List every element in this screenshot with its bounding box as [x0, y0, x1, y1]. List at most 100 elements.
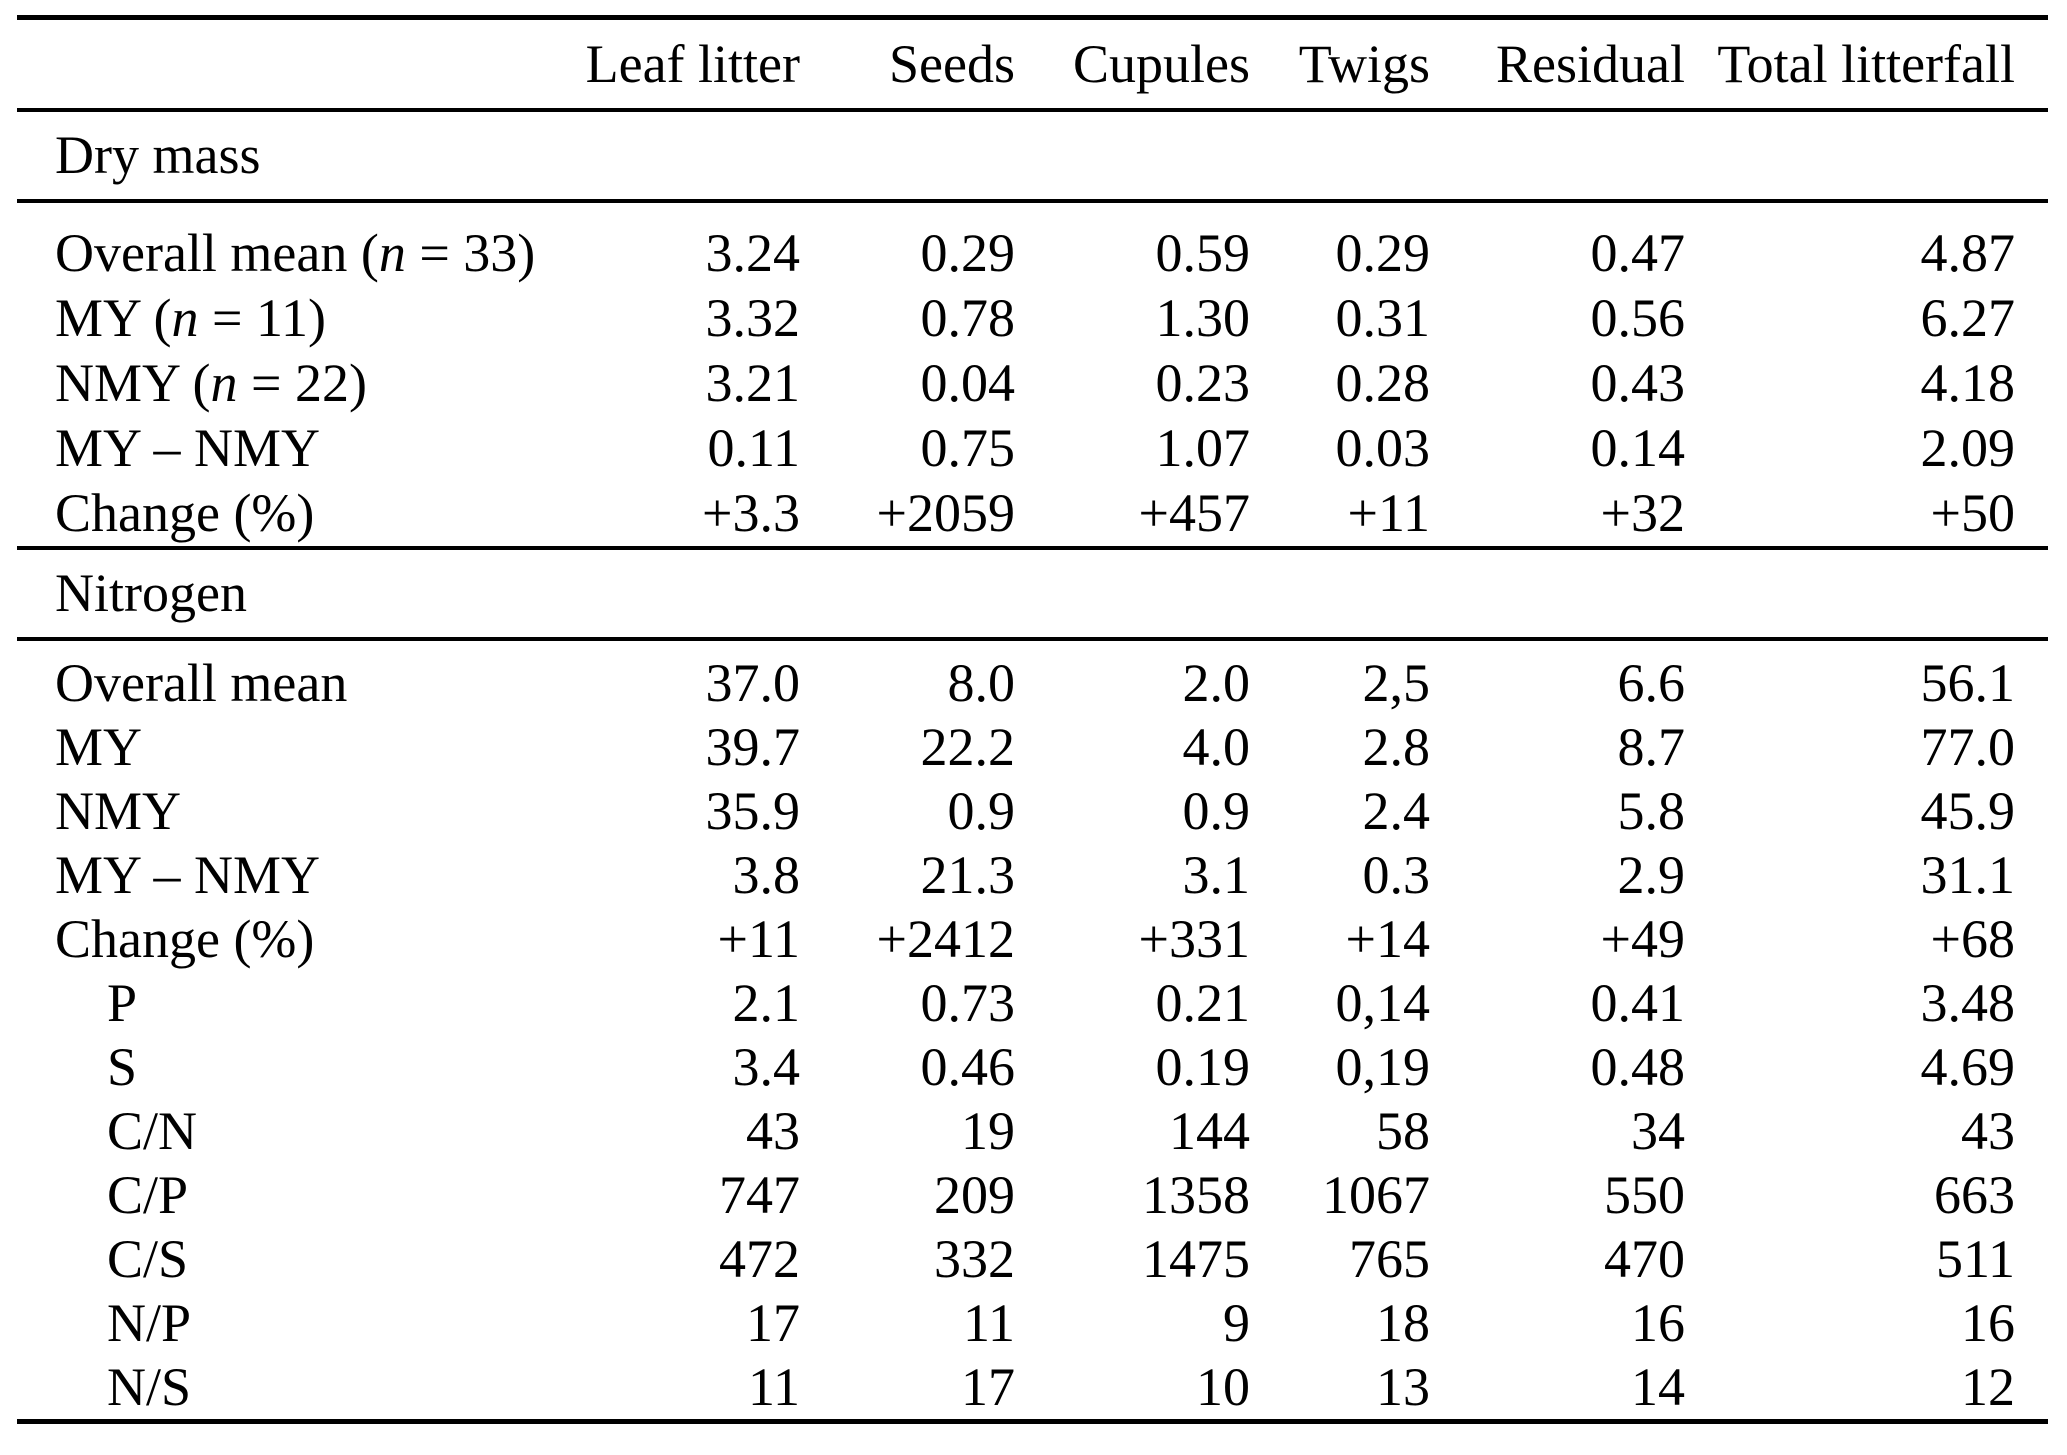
cell-value: 8.0 — [947, 652, 1016, 713]
row-label: C/P — [17, 1163, 560, 1227]
table-row: MY – NMY 3.8 21.3 3.1 0.3 2.9 31.1 — [17, 843, 2048, 907]
row-label: MY (n = 11) — [17, 286, 560, 351]
cell-value: 2.1 — [732, 972, 801, 1033]
cell-value: +2059 — [876, 482, 1015, 543]
cell-value: 2.9 — [1617, 844, 1686, 905]
cell-value: 0.21 — [1155, 972, 1251, 1033]
cell-value: 2.4 — [1362, 780, 1431, 841]
cell-value: 0.46 — [920, 1036, 1016, 1097]
cell-value: 1358 — [1142, 1164, 1250, 1225]
table-row: NMY 35.9 0.9 0.9 2.4 5.8 45.9 — [17, 779, 2048, 843]
cell-value: 5.8 — [1617, 780, 1686, 841]
row-label: N/P — [17, 1291, 560, 1355]
cell-value: 8.7 — [1617, 716, 1686, 777]
cell-value: 10 — [1196, 1356, 1250, 1417]
cell-value: 13 — [1376, 1356, 1430, 1417]
cell-value: 0.43 — [1590, 352, 1686, 413]
section-row: Nitrogen — [17, 547, 2048, 639]
cell-value: 4.69 — [1920, 1036, 2016, 1097]
row-label: NMY — [17, 779, 560, 843]
cell-value: 3.32 — [705, 287, 801, 348]
row-label-part: = 22) — [237, 352, 367, 413]
row-label-part: C/S — [107, 1228, 189, 1289]
section-title: Dry mass — [55, 125, 261, 185]
cell-value: 0,14 — [1335, 972, 1431, 1033]
column-header: Cupules — [1072, 33, 1250, 94]
row-label-part: MY – NMY — [55, 417, 321, 478]
row-label-part: = 33) — [405, 222, 536, 283]
cell-value: 3.48 — [1920, 972, 2016, 1033]
row-label-italic-part: n — [171, 287, 199, 348]
cell-value: 0.29 — [1335, 222, 1431, 283]
row-label: Change (%) — [17, 481, 560, 548]
row-label: MY – NMY — [17, 416, 560, 481]
row-label-part: MY – NMY — [55, 844, 321, 905]
row-label: Overall mean (n = 33) — [17, 201, 560, 286]
cell-value: 0.11 — [707, 417, 801, 478]
cell-value: 3.21 — [705, 352, 801, 413]
cell-value: 0.56 — [1590, 287, 1686, 348]
cell-value: 0.14 — [1590, 417, 1686, 478]
table-row: NMY (n = 22) 3.21 0.04 0.23 0.28 0.43 4.18 — [17, 351, 2048, 416]
table-row: MY – NMY 0.11 0.75 1.07 0.03 0.14 2.09 — [17, 416, 2048, 481]
row-label-part: Overall mean ( — [55, 222, 379, 283]
cell-value: 144 — [1169, 1100, 1250, 1161]
row-label-header — [17, 18, 560, 110]
cell-value: 31.1 — [1920, 844, 2016, 905]
table-row: Change (%) +11 +2412 +331 +14 +49 +68 — [17, 907, 2048, 971]
column-header: Leaf litter — [585, 33, 800, 94]
cell-value: 3.24 — [705, 222, 801, 283]
cell-value: 1475 — [1142, 1228, 1250, 1289]
cell-value: 11 — [748, 1356, 800, 1417]
row-label: Change (%) — [17, 907, 560, 971]
section-row: Dry mass — [17, 109, 2048, 201]
row-label-part: MY ( — [55, 287, 172, 348]
cell-value: 14 — [1631, 1356, 1685, 1417]
row-label-part: Change (%) — [55, 908, 315, 969]
cell-value: 0.3 — [1362, 844, 1431, 905]
cell-value: 0.75 — [920, 417, 1016, 478]
cell-value: 209 — [934, 1164, 1015, 1225]
row-label-part: S — [107, 1036, 138, 1097]
cell-value: 0.29 — [920, 222, 1016, 283]
cell-value: 35.9 — [705, 780, 801, 841]
row-label: C/N — [17, 1099, 560, 1163]
row-label: N/S — [17, 1355, 560, 1422]
cell-value: 39.7 — [705, 716, 801, 777]
row-label-part: N/P — [107, 1292, 192, 1353]
cell-value: 2,5 — [1362, 652, 1431, 713]
cell-value: 58 — [1376, 1100, 1430, 1161]
cell-value: 472 — [719, 1228, 800, 1289]
table-row: MY (n = 11) 3.32 0.78 1.30 0.31 0.56 6.27 — [17, 286, 2048, 351]
cell-value: 43 — [1961, 1100, 2015, 1161]
cell-value: 0.19 — [1155, 1036, 1251, 1097]
row-label-part: N/S — [107, 1356, 192, 1417]
cell-value: 1067 — [1322, 1164, 1430, 1225]
cell-value: 2.8 — [1362, 716, 1431, 777]
table-row: C/N 43 19 144 58 34 43 — [17, 1099, 2048, 1163]
cell-value: +49 — [1600, 908, 1685, 969]
table-row: C/P 747 209 1358 1067 550 663 — [17, 1163, 2048, 1227]
cell-value: 3.4 — [732, 1036, 801, 1097]
cell-value: +11 — [717, 908, 800, 969]
cell-value: 0.73 — [920, 972, 1016, 1033]
row-label: MY — [17, 715, 560, 779]
cell-value: 765 — [1349, 1228, 1430, 1289]
cell-value: 9 — [1223, 1292, 1250, 1353]
cell-value: +457 — [1138, 482, 1250, 543]
cell-value: +2412 — [876, 908, 1015, 969]
column-header: Residual — [1496, 33, 1685, 94]
cell-value: 11 — [963, 1292, 1015, 1353]
cell-value: 21.3 — [920, 844, 1016, 905]
row-label: C/S — [17, 1227, 560, 1291]
row-label-part: NMY — [55, 780, 182, 841]
column-header: Seeds — [889, 33, 1015, 94]
row-label-part: MY — [55, 716, 143, 777]
cell-value: 0.59 — [1155, 222, 1251, 283]
row-label-italic-part: n — [378, 222, 406, 283]
cell-value: 34 — [1631, 1100, 1685, 1161]
header-row: Leaf litter Seeds Cupules Twigs Residual Tota… — [17, 18, 2048, 110]
cell-value: 4.18 — [1920, 352, 2016, 413]
row-label: NMY (n = 22) — [17, 351, 560, 416]
cell-value: 16 — [1961, 1292, 2015, 1353]
